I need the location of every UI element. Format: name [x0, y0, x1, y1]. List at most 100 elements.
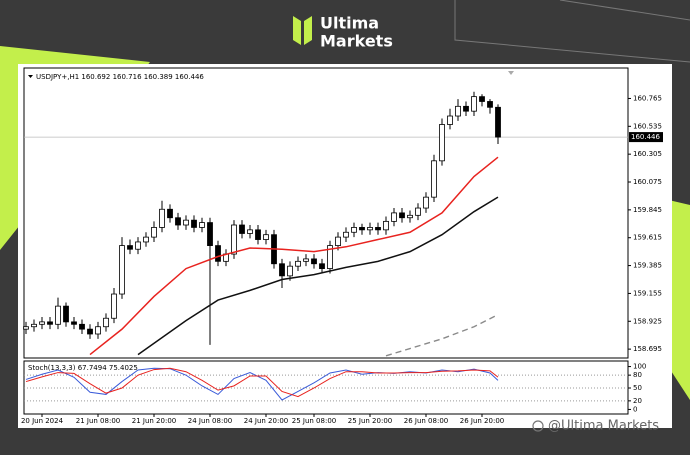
indicator-tick-label: 20: [633, 397, 642, 405]
watermark-icon: [532, 420, 544, 432]
candle-body: [407, 214, 413, 219]
y-tick-label: 158.695: [633, 345, 662, 353]
logo-icon: [304, 16, 312, 45]
candle-body: [415, 207, 421, 216]
candle-body: [447, 115, 453, 125]
x-tick-label: 20 Jun 2024: [21, 417, 64, 425]
menu-marker: [28, 75, 33, 78]
price-tag-label: 160.446: [631, 133, 660, 141]
x-tick-label: 26 Jun 08:00: [404, 417, 448, 425]
candle-body: [23, 326, 29, 330]
candle-body: [247, 229, 253, 234]
indicator-label: Stoch(13,3,3) 67.7494 75.4025: [28, 364, 138, 372]
candle-body: [71, 321, 77, 325]
candle-body: [119, 245, 125, 295]
candle-body: [335, 236, 341, 246]
candle-body: [463, 105, 469, 112]
y-tick-label: 160.535: [633, 122, 662, 130]
candle-body: [359, 227, 365, 231]
candle-body: [431, 160, 437, 198]
candle-body: [191, 219, 197, 228]
logo: Ultima Markets: [293, 14, 393, 51]
candle-body: [391, 212, 397, 222]
indicator-tick-label: 80: [633, 371, 642, 379]
moving-average: [137, 196, 499, 356]
candle-body: [143, 236, 149, 243]
watermark: @Ultima Markets: [548, 419, 659, 434]
candle-body: [279, 263, 285, 277]
shift-marker: [508, 71, 514, 75]
candle-body: [375, 227, 381, 231]
x-tick-label: 25 Jun 08:00: [292, 417, 336, 425]
candle-body: [159, 208, 165, 228]
chart-panel: [18, 64, 672, 428]
candle-body: [215, 245, 221, 262]
candle-body: [231, 224, 237, 255]
candle-body: [151, 227, 157, 238]
y-tick-label: 159.845: [633, 206, 662, 214]
x-tick-label: 24 Jun 20:00: [244, 417, 288, 425]
candle-body: [79, 323, 85, 330]
candle-body: [183, 219, 189, 226]
candle-body: [167, 208, 173, 219]
candle-body: [303, 258, 309, 262]
chart-header: USDJPY+,H1 160.692 160.716 160.389 160.4…: [36, 73, 204, 81]
x-tick-label: 21 Jun 20:00: [132, 417, 176, 425]
candle-body: [487, 101, 493, 108]
deco-lines: [559, 0, 690, 21]
indicator-tick-label: 100: [633, 363, 646, 371]
candle-body: [471, 96, 477, 112]
logo-icon: [293, 16, 301, 45]
candle-body: [351, 227, 357, 233]
candle-body: [55, 305, 61, 325]
candle-body: [455, 105, 461, 117]
x-tick-label: 25 Jun 20:00: [348, 417, 392, 425]
indicator-line: [25, 367, 499, 398]
x-tick-label: 24 Jun 08:00: [188, 417, 232, 425]
brand-text: Ultima: [320, 14, 379, 33]
y-tick-label: 160.765: [633, 94, 662, 102]
candle-body: [199, 222, 205, 228]
x-tick-label: 26 Jun 20:00: [460, 417, 504, 425]
candle-body: [127, 245, 133, 250]
y-tick-label: 160.075: [633, 178, 662, 186]
candle-body: [39, 321, 45, 325]
candle-body: [399, 212, 405, 219]
candle-body: [479, 96, 485, 102]
y-tick-label: 159.385: [633, 262, 662, 270]
candle-body: [295, 260, 301, 267]
candle-body: [343, 231, 349, 238]
candle-body: [287, 265, 293, 277]
candle-body: [439, 124, 445, 162]
candle-body: [327, 245, 333, 269]
candle-body: [367, 227, 373, 231]
candle-body: [319, 263, 325, 269]
candle-body: [47, 321, 53, 325]
candle-body: [383, 220, 389, 231]
candle-body: [103, 317, 109, 328]
candle-body: [111, 293, 117, 319]
candle-body: [31, 323, 37, 328]
candle-body: [87, 328, 93, 335]
y-tick-label: 160.305: [633, 150, 662, 158]
candle-body: [63, 305, 69, 323]
candle-body: [207, 222, 213, 246]
candle-body: [95, 326, 101, 335]
deco-lines: [454, 0, 690, 63]
candle-body: [255, 229, 261, 240]
brand-text: Markets: [320, 32, 393, 51]
candle-body: [311, 258, 317, 265]
price-tag: [629, 132, 663, 143]
candle-body: [239, 224, 245, 234]
candle-body: [495, 106, 501, 138]
y-tick-label: 159.615: [633, 234, 662, 242]
main-frame: [23, 67, 629, 359]
candle-body: [175, 217, 181, 226]
y-tick-label: 158.925: [633, 317, 662, 325]
x-tick-label: 21 Jun 08:00: [76, 417, 120, 425]
moving-average: [89, 156, 499, 356]
y-tick-label: 159.155: [633, 289, 662, 297]
candle-body: [423, 196, 429, 209]
